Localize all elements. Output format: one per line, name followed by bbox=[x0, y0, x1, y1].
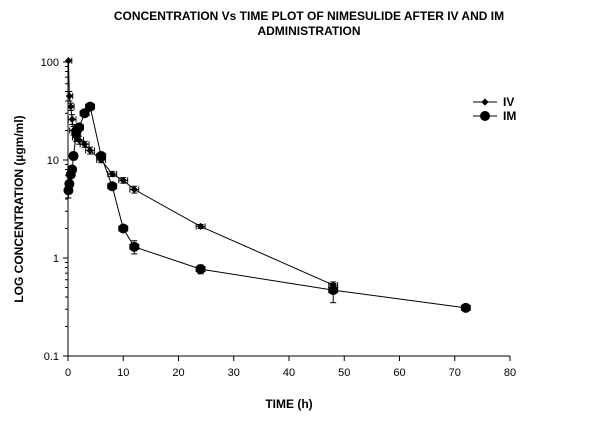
axes: 0 10 20 30 40 50 60 70 80 0.1 1 10 100 bbox=[41, 57, 516, 379]
y-tick-label: 10 bbox=[47, 155, 59, 167]
x-tick-label: 80 bbox=[504, 367, 516, 379]
x-axis-label: TIME (h) bbox=[265, 397, 312, 411]
series-iv-point bbox=[68, 115, 76, 123]
y-tick-label: 1 bbox=[53, 253, 59, 265]
series-layer bbox=[63, 57, 471, 313]
x-tick-label: 30 bbox=[228, 367, 240, 379]
x-tick-label: 10 bbox=[117, 367, 129, 379]
y-tick-label: 0.1 bbox=[44, 351, 59, 363]
legend-iv-point bbox=[481, 98, 489, 106]
series-im-point bbox=[107, 181, 118, 192]
x-tick-label: 60 bbox=[393, 367, 405, 379]
series-im-point bbox=[67, 164, 78, 175]
series-im-point bbox=[64, 178, 75, 189]
y-tick-label: 100 bbox=[41, 57, 59, 69]
series-im bbox=[63, 101, 471, 313]
series-iv-point bbox=[67, 103, 75, 111]
series-iv-point bbox=[64, 57, 73, 65]
x-tick-label: 0 bbox=[65, 367, 71, 379]
series-iv-point bbox=[197, 222, 205, 231]
series-im-point bbox=[118, 223, 129, 234]
series-im-point bbox=[85, 101, 96, 112]
legend-im-point bbox=[480, 111, 490, 121]
x-tick-label: 40 bbox=[283, 367, 295, 379]
series-iv-point bbox=[80, 140, 89, 148]
legend-iv-label: IV bbox=[503, 95, 514, 109]
series-im-point bbox=[460, 302, 471, 313]
series-im-point bbox=[68, 150, 79, 161]
series-im-line bbox=[67, 105, 466, 309]
x-tick-label: 50 bbox=[338, 367, 350, 379]
series-iv-point bbox=[86, 146, 94, 155]
y-axis-label: LOG CONCENTRATION (µgm/ml) bbox=[12, 115, 26, 302]
series-iv-point bbox=[65, 92, 73, 100]
series-im-point bbox=[195, 264, 206, 275]
series-iv-point bbox=[108, 170, 116, 178]
series-iv-point bbox=[130, 185, 138, 194]
series-im-point bbox=[96, 150, 107, 161]
series-im-point bbox=[79, 108, 90, 119]
series-iv-point bbox=[75, 136, 83, 144]
x-tick-label: 70 bbox=[449, 367, 461, 379]
series-im-point bbox=[74, 122, 85, 133]
legend-im-label: IM bbox=[503, 109, 516, 123]
series-im-point bbox=[328, 285, 339, 296]
series-im-point bbox=[129, 241, 140, 252]
series-iv-point bbox=[119, 176, 127, 184]
chart-title-line-1: CONCENTRATION Vs TIME PLOT OF NIMESULIDE… bbox=[114, 9, 504, 23]
chart-title-line-2: ADMINISTRATION bbox=[257, 24, 360, 38]
x-tick-label: 20 bbox=[172, 367, 184, 379]
series-iv bbox=[64, 57, 339, 289]
